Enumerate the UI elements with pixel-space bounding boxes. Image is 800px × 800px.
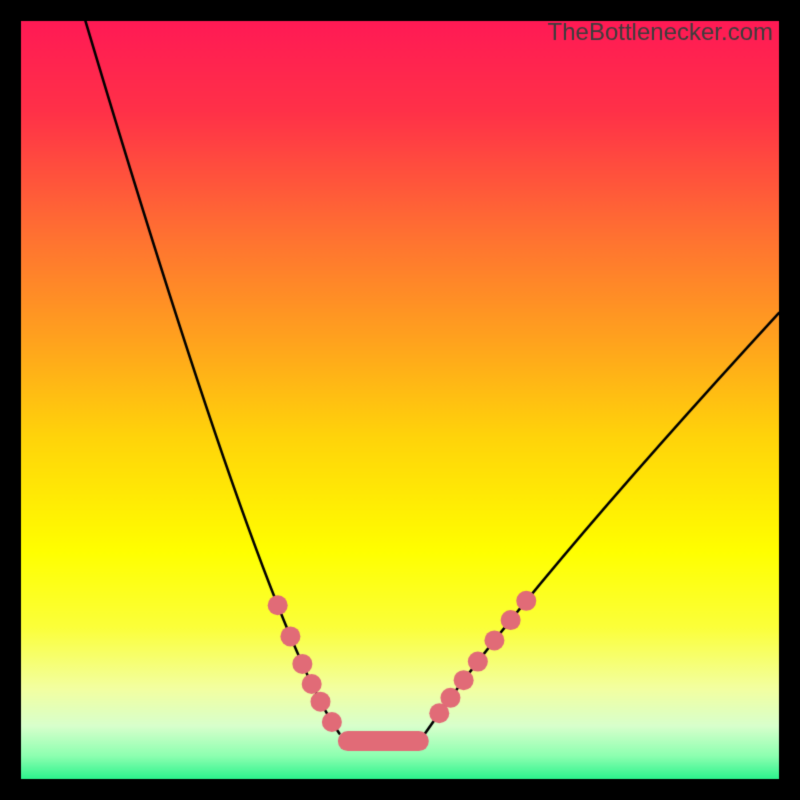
- bottleneck-curve-chart: [0, 0, 800, 800]
- chart-container: [0, 0, 800, 800]
